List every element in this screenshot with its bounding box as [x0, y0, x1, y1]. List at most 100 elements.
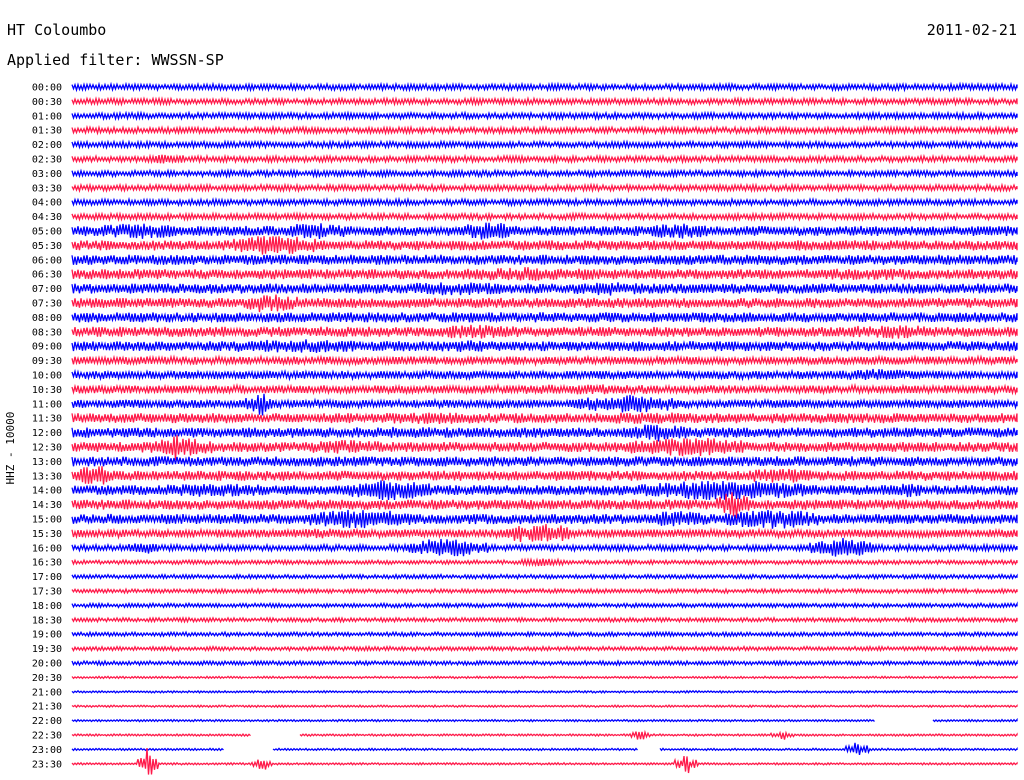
row-time-label: 23:00	[32, 745, 62, 756]
trace-line	[71, 139, 1018, 151]
row-time-label: 11:00	[32, 399, 62, 410]
row-time-label: 04:00	[32, 198, 62, 209]
trace-line	[71, 524, 1018, 542]
trace-line	[71, 196, 1018, 208]
trace-line	[71, 393, 1018, 416]
trace-line	[71, 339, 1018, 353]
trace-line	[71, 354, 1018, 368]
row-time-label: 13:30	[32, 471, 62, 482]
trace-line	[71, 124, 1018, 136]
row-time-label: 03:30	[32, 183, 62, 194]
row-time-label: 16:30	[32, 558, 62, 569]
row-time-label: 07:30	[32, 299, 62, 310]
trace-line	[71, 729, 1018, 740]
trace-line	[71, 153, 1018, 165]
row-time-label: 01:00	[32, 111, 62, 122]
row-time-label: 02:30	[32, 155, 62, 166]
trace-line	[71, 95, 1018, 107]
trace-line	[71, 236, 1018, 255]
row-time-label: 05:30	[32, 241, 62, 252]
row-time-label: 00:30	[32, 97, 62, 108]
trace-line	[71, 382, 1018, 396]
trace-line	[71, 167, 1018, 179]
row-time-label: 11:30	[32, 414, 62, 425]
row-time-label: 01:30	[32, 126, 62, 137]
row-time-label: 22:00	[32, 716, 62, 727]
row-time-label: 19:00	[32, 630, 62, 641]
row-time-label: 16:00	[32, 543, 62, 554]
row-time-label: 10:30	[32, 385, 62, 396]
row-time-label: 17:00	[32, 572, 62, 583]
record-date: 2011-02-21	[926, 21, 1017, 39]
trace-line	[71, 110, 1018, 122]
row-time-label: 06:00	[32, 255, 62, 266]
trace-line	[71, 572, 1018, 581]
row-time-label: 08:30	[32, 327, 62, 338]
row-time-label: 21:00	[32, 687, 62, 698]
row-time-label: 17:30	[32, 587, 62, 598]
row-time-label: 15:30	[32, 529, 62, 540]
row-time-label: 14:00	[32, 486, 62, 497]
trace-line	[71, 717, 1018, 723]
trace-line	[71, 659, 1018, 667]
trace-line	[71, 294, 1018, 313]
row-time-label: 22:30	[32, 731, 62, 742]
trace-line	[71, 435, 1018, 461]
trace-line	[71, 742, 1018, 756]
row-time-label: 04:30	[32, 212, 62, 223]
row-time-label: 05:00	[32, 227, 62, 238]
trace-line	[71, 412, 1018, 425]
trace-line	[71, 601, 1018, 610]
row-time-label: 21:30	[32, 702, 62, 713]
trace-line	[71, 748, 1018, 775]
trace-line	[71, 689, 1018, 694]
row-time-label: 13:00	[32, 457, 62, 468]
row-time-label: 07:00	[32, 284, 62, 295]
trace-line	[71, 704, 1018, 709]
row-time-label: 23:30	[32, 759, 62, 770]
trace-line	[71, 587, 1018, 595]
trace-line	[71, 630, 1018, 638]
row-time-label: 02:00	[32, 140, 62, 151]
trace-line	[71, 267, 1018, 281]
trace-line	[71, 81, 1018, 93]
row-time-label: 20:30	[32, 673, 62, 684]
trace-line	[71, 480, 1018, 501]
trace-line	[71, 537, 1018, 557]
trace-line	[71, 675, 1018, 680]
row-time-label: 03:00	[32, 169, 62, 180]
trace-line	[71, 644, 1018, 653]
trace-line	[71, 492, 1018, 519]
row-time-label: 08:00	[32, 313, 62, 324]
station-name: HT Coloumbo	[7, 21, 107, 39]
trace-line	[71, 311, 1018, 324]
row-time-label: 09:00	[32, 342, 62, 353]
trace-line	[71, 253, 1018, 266]
row-time-label: 15:00	[32, 515, 62, 526]
row-time-label: 20:00	[32, 659, 62, 670]
row-time-label: 12:30	[32, 443, 62, 454]
trace-line	[71, 282, 1018, 296]
row-time-label: 19:30	[32, 644, 62, 655]
trace-line	[71, 211, 1018, 223]
trace-line	[71, 222, 1018, 240]
trace-line	[71, 368, 1018, 382]
row-time-label: 00:00	[32, 83, 62, 94]
row-time-label: 10:00	[32, 371, 62, 382]
row-time-label: 18:30	[32, 615, 62, 626]
row-time-label: 12:00	[32, 428, 62, 439]
trace-line	[71, 182, 1018, 194]
trace-line	[71, 466, 1018, 485]
trace-line	[71, 424, 1018, 442]
row-time-label: 18:00	[32, 601, 62, 612]
row-time-label: 06:30	[32, 270, 62, 281]
trace-line	[71, 509, 1018, 529]
trace-line	[71, 455, 1018, 468]
trace-line	[71, 557, 1018, 568]
trace-line	[71, 324, 1018, 339]
trace-line	[71, 615, 1018, 624]
row-time-label: 14:30	[32, 500, 62, 511]
row-time-label: 09:30	[32, 356, 62, 367]
